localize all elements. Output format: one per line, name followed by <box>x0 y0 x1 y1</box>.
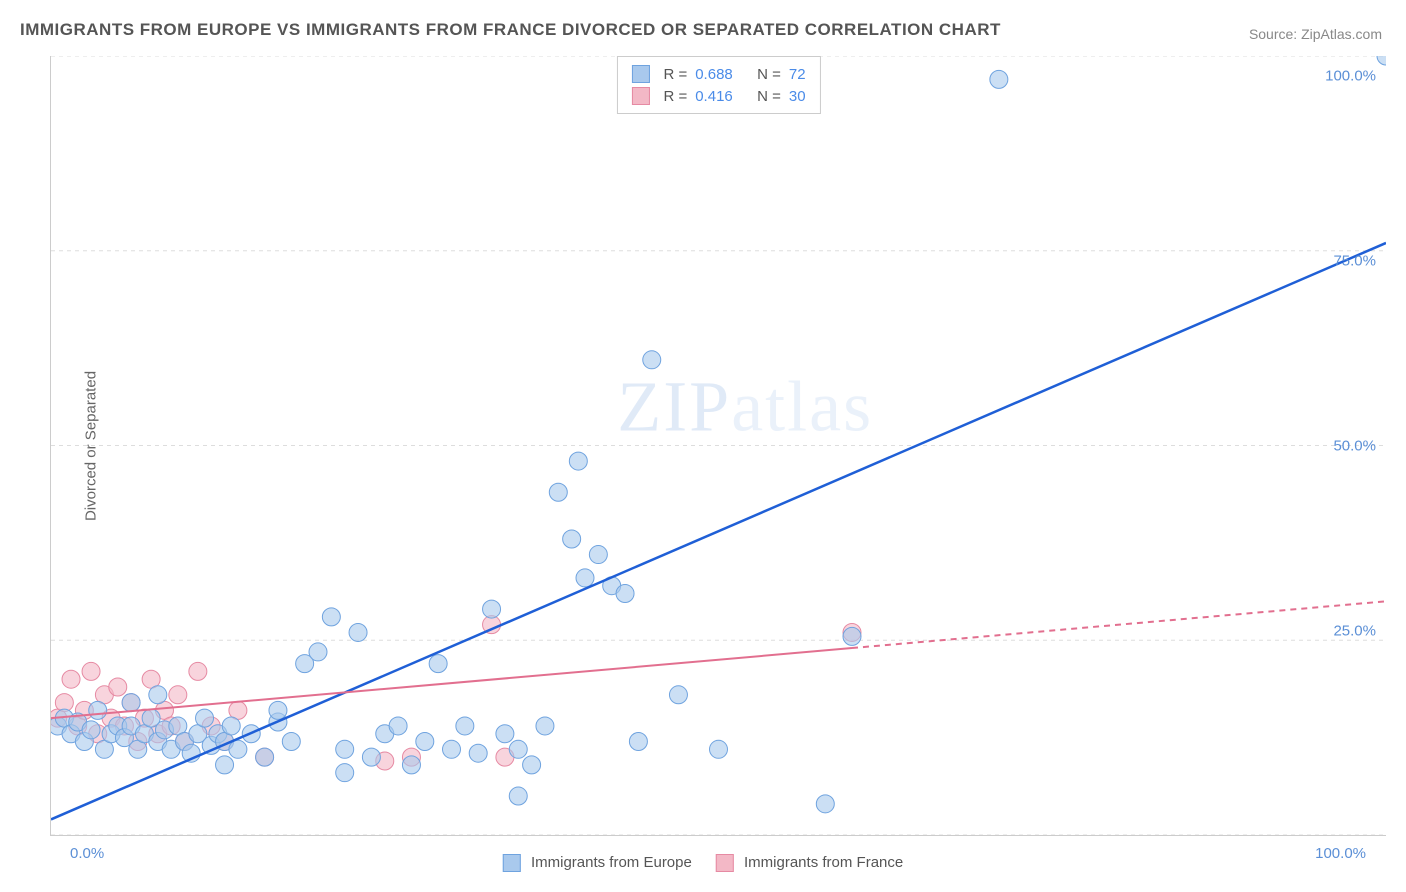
chart-title: IMMIGRANTS FROM EUROPE VS IMMIGRANTS FRO… <box>20 20 1386 40</box>
correlation-stats-box: R = 0.688 N = 72 R = 0.416 N = 30 <box>616 56 820 114</box>
legend-label-france: Immigrants from France <box>744 854 903 871</box>
chart-container: IMMIGRANTS FROM EUROPE VS IMMIGRANTS FRO… <box>0 0 1406 892</box>
x-tick-label: 100.0% <box>1315 845 1366 862</box>
legend-item-europe: Immigrants from Europe <box>503 854 692 872</box>
legend-label-europe: Immigrants from Europe <box>531 854 692 871</box>
plot-area: ZIPatlas R = 0.688 N = 72 R = 0.416 N = … <box>50 56 1386 836</box>
stats-swatch-france <box>631 87 649 105</box>
n-label: N = <box>757 88 781 105</box>
n-value-europe: 72 <box>789 66 806 83</box>
n-value-france: 30 <box>789 88 806 105</box>
r-label: R = <box>663 88 687 105</box>
y-tick-label: 75.0% <box>1333 253 1376 270</box>
r-label: R = <box>663 66 687 83</box>
y-tick-label: 50.0% <box>1333 438 1376 455</box>
legend-swatch-france <box>716 854 734 872</box>
n-label: N = <box>757 66 781 83</box>
r-value-europe: 0.688 <box>695 66 733 83</box>
legend-item-france: Immigrants from France <box>716 854 903 872</box>
source-label: Source: ZipAtlas.com <box>1249 26 1382 42</box>
stats-row-france: R = 0.416 N = 30 <box>631 85 805 107</box>
x-tick-label: 0.0% <box>70 845 104 862</box>
scatter-svg <box>51 56 1386 835</box>
legend-swatch-europe <box>503 854 521 872</box>
y-tick-label: 25.0% <box>1333 623 1376 640</box>
stats-row-europe: R = 0.688 N = 72 <box>631 63 805 85</box>
bottom-legend: Immigrants from Europe Immigrants from F… <box>503 854 903 872</box>
y-tick-label: 100.0% <box>1325 68 1376 85</box>
stats-swatch-europe <box>631 65 649 83</box>
r-value-france: 0.416 <box>695 88 733 105</box>
